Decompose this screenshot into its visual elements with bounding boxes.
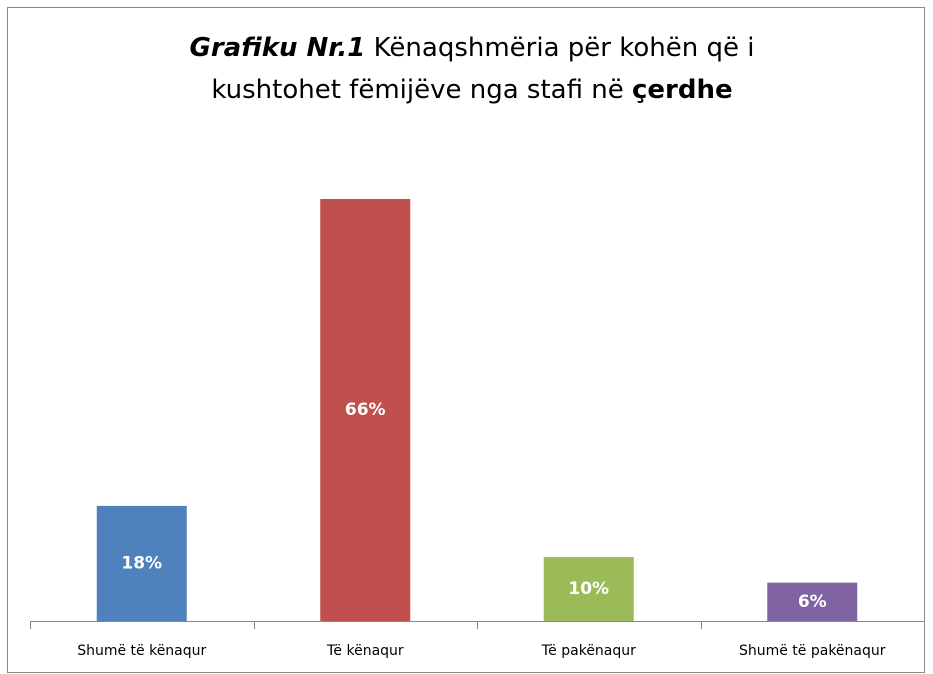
title-run: Grafiku Nr.1 bbox=[190, 33, 366, 63]
x-tick-label: Shumë të kënaqur bbox=[77, 643, 206, 659]
chart-title: kushtohet fëmijëve nga stafi në çerdhe bbox=[211, 75, 732, 105]
title-run: çerdhe bbox=[632, 75, 733, 105]
value-label: 18% bbox=[121, 553, 162, 573]
title-run: kushtohet fëmijëve nga stafi në bbox=[211, 75, 623, 105]
bar bbox=[96, 505, 187, 621]
x-tick-label: Të kënaqur bbox=[326, 643, 404, 659]
value-label: 10% bbox=[568, 579, 609, 599]
value-label: 6% bbox=[798, 592, 827, 612]
x-tick-label: Shumë të pakënaqur bbox=[739, 643, 886, 659]
value-label: 66% bbox=[345, 400, 386, 420]
title-run: Kënaqshmëria për kohën që i bbox=[374, 33, 755, 63]
bar bbox=[767, 582, 858, 621]
x-tick-label: Të pakënaqur bbox=[541, 643, 637, 659]
chart-title: Grafiku Nr.1 Kënaqshmëria për kohën që i bbox=[190, 33, 755, 63]
bar bbox=[543, 557, 634, 621]
bar bbox=[320, 199, 411, 621]
